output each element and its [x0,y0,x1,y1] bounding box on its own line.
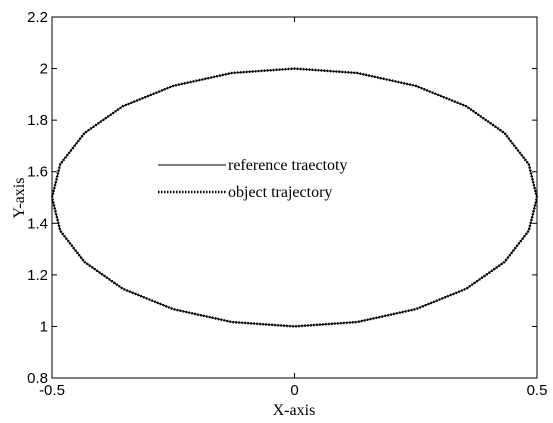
x-axis-label: X-axis [273,402,316,419]
legend-label: reference traectoty [228,157,347,174]
y-tick-label: 2 [40,61,48,78]
x-tick-label: 0.5 [527,382,548,399]
plot-frame [51,16,538,379]
y-tick-label: 2.2 [27,9,48,26]
y-tick-label: 1.8 [27,112,48,129]
x-tick-label: 0 [290,382,298,399]
series-line [50,67,539,328]
legend-label: object trajectory [228,184,332,201]
y-axis-label: Y-axis [11,178,28,219]
y-tick-label: 0.8 [27,370,48,387]
y-tick-label: 1.4 [27,215,48,232]
y-tick-label: 1.6 [27,164,48,181]
x-tick-label: -0.5 [39,382,65,399]
y-tick-label: 1 [40,318,48,335]
y-tick-label: 1.2 [27,267,48,284]
